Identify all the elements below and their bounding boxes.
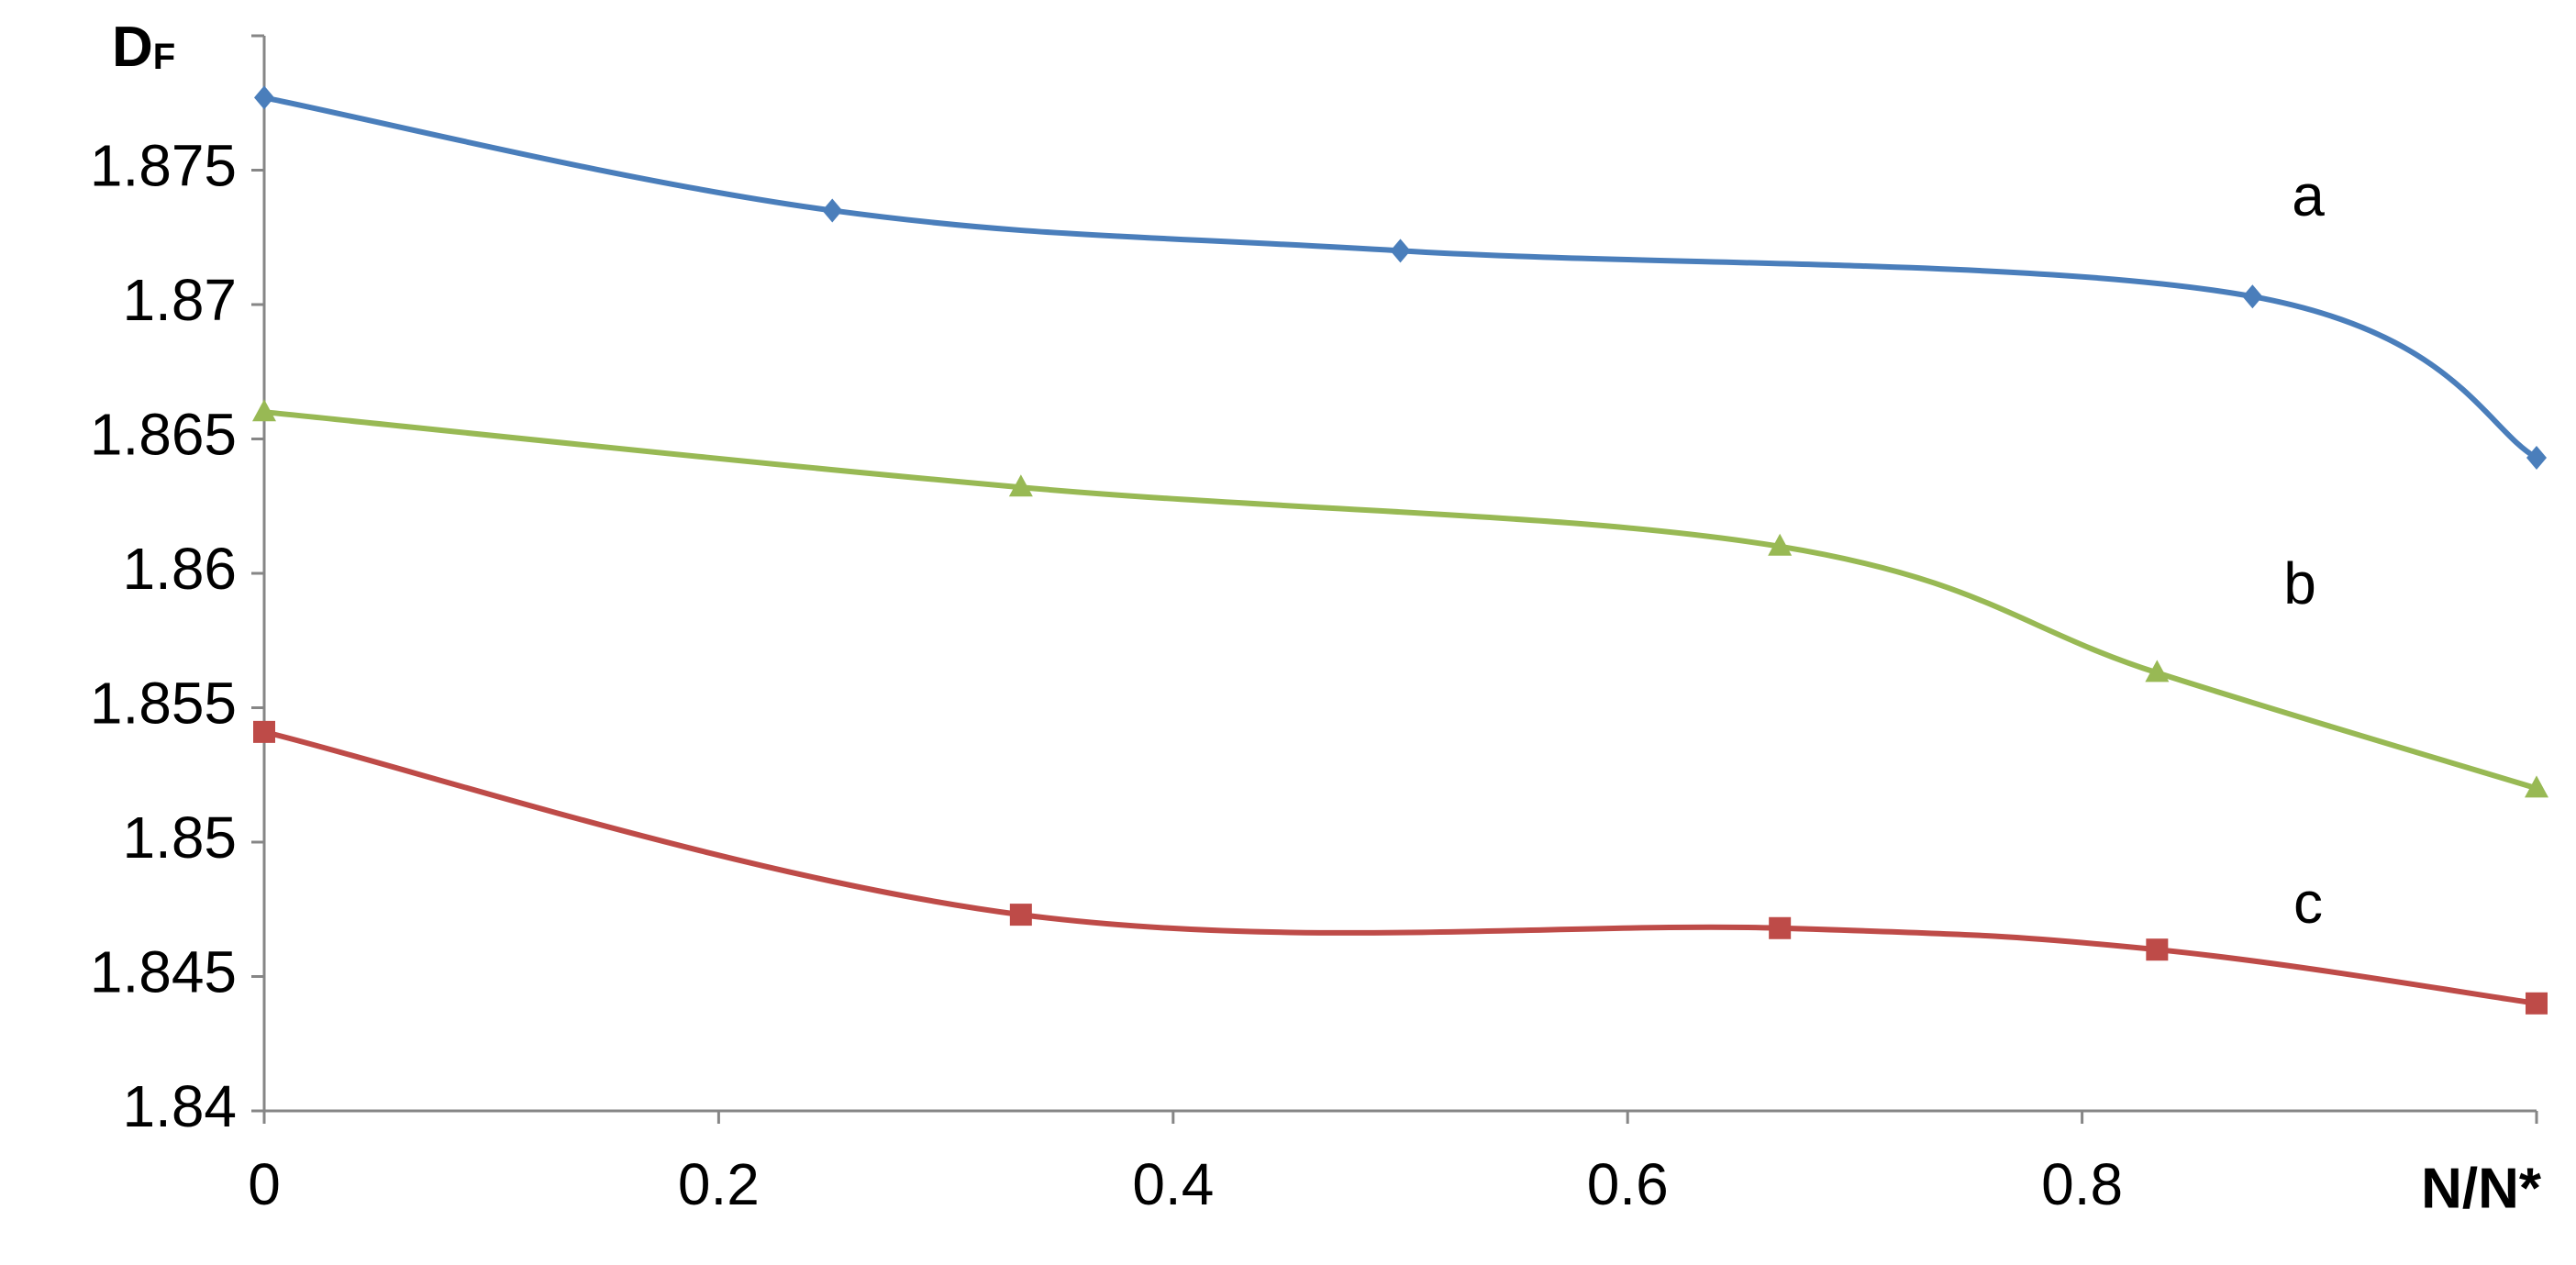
y-tick-label: 1.865	[90, 401, 237, 467]
series-line	[263, 728, 2537, 1006]
y-label-main: D	[112, 16, 153, 79]
marker	[253, 720, 275, 743]
y-tick-label: 1.87	[122, 267, 237, 333]
y-tick-label: 1.845	[90, 938, 237, 1004]
marker	[822, 198, 843, 223]
x-tick-label: 0.2	[678, 1151, 760, 1217]
marker	[254, 85, 274, 110]
x-tick-label: 0.8	[2041, 1151, 2123, 1217]
x-tick-label: 0.4	[1132, 1151, 1214, 1217]
marker	[1390, 239, 1411, 263]
y-tick-label: 1.85	[122, 804, 237, 871]
series-label: b	[2283, 550, 2316, 616]
x-axis-label: N/N*	[2421, 1157, 2542, 1220]
y-tick-label: 1.86	[122, 536, 237, 602]
series-line	[263, 409, 2537, 792]
y-tick-label: 1.855	[90, 670, 237, 736]
series-line	[263, 94, 2538, 461]
marker	[2145, 660, 2170, 682]
y-tick-label: 1.875	[90, 132, 237, 198]
marker	[1768, 533, 1793, 556]
marker	[2146, 938, 2169, 961]
marker	[2242, 284, 2263, 309]
y-axis-label: DF	[112, 16, 175, 79]
y-label-subscript: F	[153, 37, 175, 77]
marker	[252, 399, 276, 422]
marker	[1009, 904, 1032, 927]
series-label: a	[2292, 162, 2325, 228]
y-tick-label: 1.84	[122, 1073, 237, 1139]
marker	[1008, 474, 1033, 497]
marker	[2526, 446, 2547, 471]
marker	[2525, 775, 2548, 798]
series-label: c	[2293, 870, 2323, 936]
marker	[2526, 992, 2548, 1015]
x-tick-label: 0	[248, 1151, 281, 1217]
marker	[1769, 916, 1792, 939]
x-tick-label: 0.6	[1587, 1151, 1669, 1217]
